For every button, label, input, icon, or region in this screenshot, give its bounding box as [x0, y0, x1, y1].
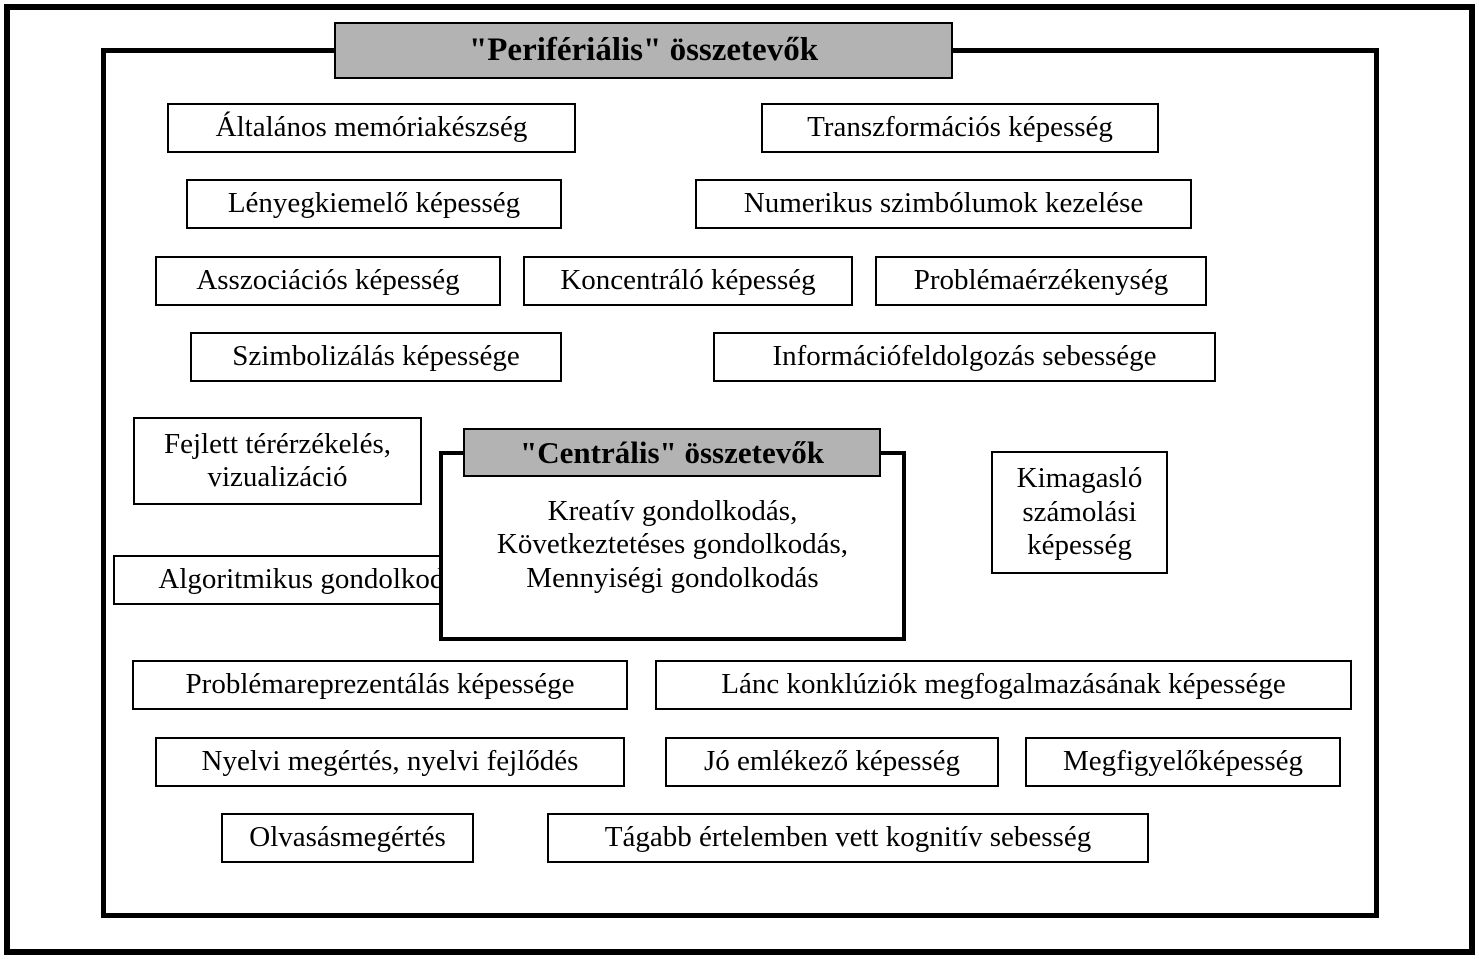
central-line-1: Kreatív gondolkodás,: [443, 495, 902, 528]
node-problem-sensitivity: Problémaérzékenység: [875, 256, 1207, 306]
node-recall: Jó emlékező képesség: [665, 737, 999, 787]
central-title: "Centrális" összetevők: [463, 428, 881, 477]
node-observation: Megfigyelőképesség: [1025, 737, 1341, 787]
node-concentration: Koncentráló képesség: [523, 256, 853, 306]
outer-title: "Perifériális" összetevők: [334, 22, 953, 79]
central-frame: Kreatív gondolkodás, Következtetéses gon…: [439, 451, 906, 641]
central-line-3: Mennyiségi gondolkodás: [443, 562, 902, 595]
node-numeric-symbols: Numerikus szimbólumok kezelése: [695, 179, 1192, 229]
node-transformation: Transzformációs képesség: [761, 103, 1159, 153]
node-memory: Általános memóriakészség: [167, 103, 576, 153]
node-symbolization: Szimbolizálás képessége: [190, 332, 562, 382]
diagram-canvas: "Perifériális" összetevők Általános memó…: [0, 0, 1479, 959]
node-language: Nyelvi megértés, nyelvi fejlődés: [155, 737, 625, 787]
node-spatial-visualization: Fejlett térérzékelés, vizualizáció: [133, 417, 422, 505]
node-broad-cognitive-speed: Tágabb értelemben vett kognitív sebesség: [547, 813, 1149, 863]
node-reading-comprehension: Olvasásmegértés: [221, 813, 474, 863]
central-line-2: Következtetéses gondolkodás,: [443, 528, 902, 561]
node-association: Asszociációs képesség: [155, 256, 501, 306]
node-essence: Lényegkiemelő képesség: [186, 179, 562, 229]
node-info-processing-speed: Információfeldolgozás sebessége: [713, 332, 1216, 382]
node-problem-representation: Problémareprezentálás képessége: [132, 660, 628, 710]
central-body: Kreatív gondolkodás, Következtetéses gon…: [443, 495, 902, 595]
node-calculation: Kimagasló számolási képesség: [991, 451, 1168, 574]
node-chain-conclusions: Lánc konklúziók megfogalmazásának képess…: [655, 660, 1352, 710]
